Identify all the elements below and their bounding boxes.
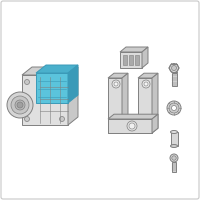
Ellipse shape [170, 130, 178, 134]
Circle shape [129, 123, 135, 129]
Circle shape [172, 66, 177, 71]
Polygon shape [36, 73, 68, 103]
Circle shape [172, 106, 177, 110]
Polygon shape [22, 75, 68, 125]
Circle shape [170, 64, 179, 72]
Polygon shape [108, 73, 128, 78]
Polygon shape [129, 55, 133, 65]
Circle shape [17, 102, 23, 108]
Circle shape [15, 100, 25, 110]
Circle shape [142, 80, 150, 88]
Polygon shape [68, 67, 78, 125]
Polygon shape [108, 114, 158, 119]
Circle shape [167, 101, 181, 115]
Polygon shape [36, 65, 78, 73]
Polygon shape [22, 67, 78, 75]
Circle shape [24, 116, 30, 121]
Polygon shape [123, 55, 127, 65]
Polygon shape [120, 47, 148, 52]
Polygon shape [172, 162, 176, 172]
Circle shape [144, 82, 148, 86]
Circle shape [7, 92, 33, 118]
Polygon shape [120, 52, 142, 68]
Polygon shape [108, 119, 152, 133]
Circle shape [112, 80, 120, 88]
Circle shape [24, 79, 30, 84]
Circle shape [114, 82, 118, 86]
Circle shape [11, 96, 29, 114]
Polygon shape [138, 78, 152, 133]
Polygon shape [138, 73, 158, 78]
Circle shape [127, 121, 137, 131]
Polygon shape [122, 73, 128, 133]
Circle shape [172, 156, 176, 160]
Circle shape [169, 103, 179, 113]
Ellipse shape [170, 144, 178, 148]
Polygon shape [152, 73, 158, 133]
Polygon shape [68, 65, 78, 103]
Circle shape [60, 116, 64, 121]
Polygon shape [152, 114, 158, 133]
Polygon shape [142, 47, 148, 68]
Circle shape [170, 154, 178, 162]
Polygon shape [108, 78, 122, 133]
Polygon shape [135, 55, 139, 65]
Polygon shape [170, 132, 178, 146]
Polygon shape [172, 73, 177, 86]
Circle shape [60, 79, 64, 84]
